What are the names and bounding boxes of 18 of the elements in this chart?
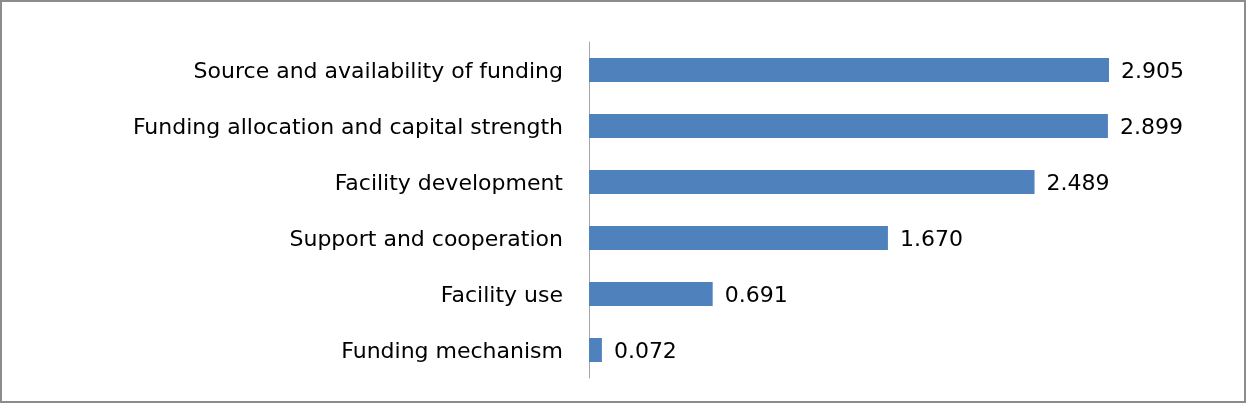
data-label: 2.905 bbox=[1121, 57, 1184, 83]
bar bbox=[589, 226, 888, 250]
data-label: 1.670 bbox=[899, 225, 963, 251]
bar bbox=[589, 282, 713, 306]
bar bbox=[589, 114, 1108, 138]
y-tick-label: Facility use bbox=[440, 281, 563, 307]
bar bbox=[589, 58, 1109, 82]
y-tick-label: Facility development bbox=[334, 169, 564, 195]
y-tick-label: Funding mechanism bbox=[341, 337, 563, 363]
data-label: 2.489 bbox=[1046, 169, 1110, 195]
data-label: 0.691 bbox=[724, 281, 788, 307]
bar bbox=[589, 338, 602, 362]
bar bbox=[589, 170, 1035, 194]
data-label: 0.072 bbox=[613, 337, 677, 363]
data-label: 2.899 bbox=[1119, 113, 1183, 139]
y-tick-label: Source and availability of funding bbox=[193, 57, 563, 83]
y-tick-label: Funding allocation and capital strength bbox=[132, 113, 563, 139]
y-tick-label: Support and cooperation bbox=[289, 225, 563, 251]
